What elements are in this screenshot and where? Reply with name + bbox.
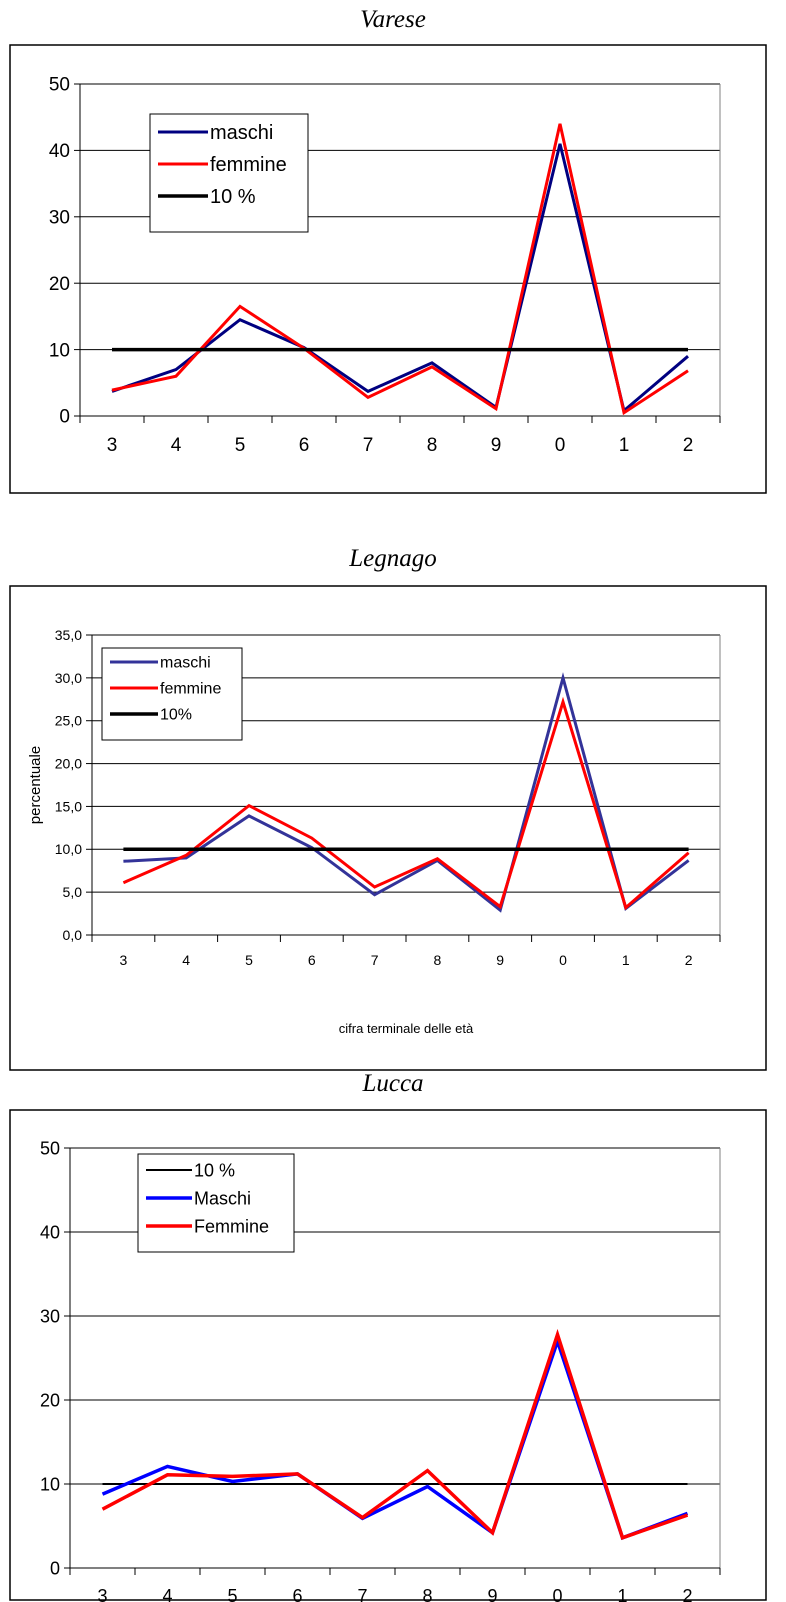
legend-label-2-0: 10 % bbox=[194, 1160, 235, 1180]
y-tick-label-2-4: 40 bbox=[40, 1222, 60, 1242]
x-tick-label-0-2: 5 bbox=[235, 435, 246, 456]
x-tick-label-0-9: 2 bbox=[683, 435, 694, 456]
y-tick-label-0-0: 0 bbox=[59, 407, 70, 428]
x-tick-label-0-4: 7 bbox=[363, 435, 374, 456]
x-tick-label-1-4: 7 bbox=[371, 952, 379, 968]
legend-box-0 bbox=[149, 113, 309, 233]
x-tick-label-1-7: 0 bbox=[559, 952, 567, 968]
x-tick-label-0-0: 3 bbox=[107, 435, 118, 456]
y-tick-label-2-2: 20 bbox=[40, 1390, 60, 1410]
y-tick-label-2-0: 0 bbox=[50, 1558, 60, 1578]
series-line-0-0 bbox=[111, 143, 689, 414]
y-tick-label-0-2: 20 bbox=[49, 274, 70, 295]
x-tick-label-2-2: 5 bbox=[227, 1586, 237, 1602]
chart-frame-2 bbox=[9, 1109, 767, 1601]
x-tick-label-1-1: 4 bbox=[182, 952, 190, 968]
y-tick-label-1-3: 15,0 bbox=[55, 798, 82, 814]
chart-frame-0 bbox=[9, 44, 767, 494]
legend-label-1-0: maschi bbox=[160, 655, 211, 672]
y-tick-label-1-4: 20,0 bbox=[55, 755, 82, 771]
legend-label-1-1: femmine bbox=[160, 681, 221, 698]
x-tick-label-0-5: 8 bbox=[427, 435, 438, 456]
x-tick-label-2-1: 4 bbox=[162, 1586, 172, 1602]
x-tick-label-2-0: 3 bbox=[97, 1586, 107, 1602]
x-tick-label-2-3: 6 bbox=[292, 1586, 302, 1602]
x-tick-label-1-8: 1 bbox=[622, 952, 630, 968]
x-axis-title-1: cifra terminale delle età bbox=[339, 1021, 474, 1036]
x-tick-label-0-1: 4 bbox=[171, 435, 182, 456]
x-tick-label-0-3: 6 bbox=[299, 435, 310, 456]
x-tick-label-1-6: 9 bbox=[496, 952, 504, 968]
legend-label-0-0: maschi bbox=[210, 122, 273, 144]
x-tick-label-2-8: 1 bbox=[617, 1586, 627, 1602]
legend-label-1-2: 10% bbox=[160, 707, 192, 724]
legend-label-0-2: 10 % bbox=[210, 186, 256, 208]
x-tick-label-1-3: 6 bbox=[308, 952, 316, 968]
y-tick-label-1-2: 10,0 bbox=[55, 841, 82, 857]
x-tick-label-2-9: 2 bbox=[682, 1586, 692, 1602]
y-tick-label-0-1: 10 bbox=[49, 340, 70, 361]
x-tick-label-1-9: 2 bbox=[685, 952, 693, 968]
x-tick-label-1-0: 3 bbox=[120, 952, 128, 968]
series-line-2-2 bbox=[101, 1328, 689, 1541]
chart-title-lucca: Lucca bbox=[362, 1070, 424, 1097]
x-tick-label-1-2: 5 bbox=[245, 952, 253, 968]
y-tick-label-0-3: 30 bbox=[49, 207, 70, 228]
x-tick-label-2-4: 7 bbox=[357, 1586, 367, 1602]
legend-label-2-1: Maschi bbox=[194, 1188, 251, 1208]
y-tick-label-2-3: 30 bbox=[40, 1306, 60, 1326]
y-tick-label-0-4: 40 bbox=[49, 141, 70, 162]
y-tick-label-1-1: 5,0 bbox=[63, 884, 83, 900]
x-tick-label-1-5: 8 bbox=[434, 952, 442, 968]
chart-title-varese: Varese bbox=[360, 6, 426, 33]
y-axis-title-1: percentuale bbox=[27, 746, 44, 824]
legend-label-2-2: Femmine bbox=[194, 1216, 269, 1236]
x-tick-label-0-6: 9 bbox=[491, 435, 502, 456]
legend-label-0-1: femmine bbox=[210, 154, 287, 176]
x-tick-label-2-6: 9 bbox=[487, 1586, 497, 1602]
y-tick-label-0-5: 50 bbox=[49, 75, 70, 96]
x-tick-label-2-5: 8 bbox=[422, 1586, 432, 1602]
x-tick-label-0-7: 0 bbox=[555, 435, 566, 456]
x-tick-label-0-8: 1 bbox=[619, 435, 630, 456]
y-tick-label-1-5: 25,0 bbox=[55, 713, 82, 729]
chart-title-legnago: Legnago bbox=[349, 545, 437, 572]
y-tick-label-2-5: 50 bbox=[40, 1138, 60, 1158]
series-line-1-1 bbox=[122, 696, 690, 911]
y-tick-label-1-0: 0,0 bbox=[63, 927, 83, 943]
y-tick-label-2-1: 10 bbox=[40, 1474, 60, 1494]
series-line-0-1 bbox=[111, 123, 689, 416]
y-tick-label-1-7: 35,0 bbox=[55, 627, 82, 643]
series-line-1-0 bbox=[123, 672, 690, 913]
y-tick-label-1-6: 30,0 bbox=[55, 670, 82, 686]
x-tick-label-2-7: 0 bbox=[552, 1586, 562, 1602]
